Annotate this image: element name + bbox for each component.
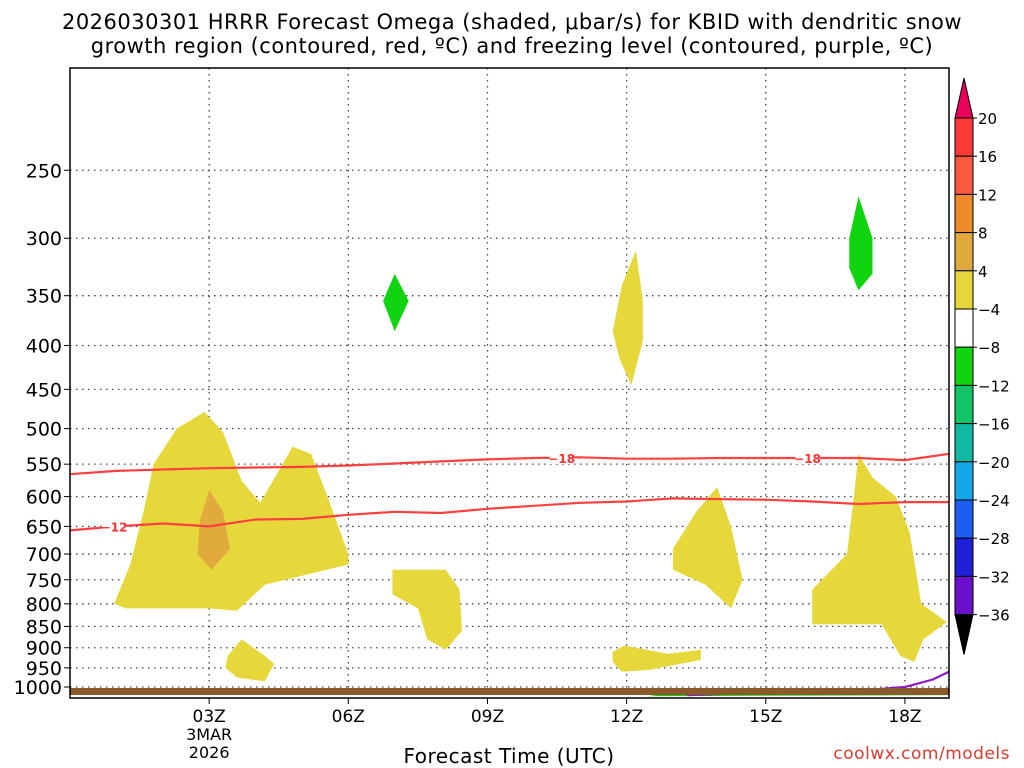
contour-label-bg	[795, 450, 820, 465]
chart-title-line-2: growth region (contoured, red, ºC) and f…	[90, 34, 934, 58]
y-tick-label: 600	[26, 487, 62, 509]
colorbar: 20 16 12 8 4 −4 −8 −12 −16 −20 −24 −28 −32 −36	[954, 77, 1010, 655]
omega-shading	[114, 196, 949, 697]
x-tick-label: 18Z	[888, 707, 921, 727]
colorbar-swatch	[954, 575, 974, 616]
colorbar-label: 8	[978, 225, 988, 243]
colorbar-swatch	[954, 537, 974, 577]
colorbar-swatch	[954, 461, 974, 501]
colorbar-label: 16	[978, 148, 997, 166]
y-tick-label: 300	[26, 228, 62, 250]
y-axis: 2503003504004505005506006507007508008509…	[14, 160, 70, 699]
colorbar-label: 4	[978, 263, 988, 281]
y-tick-label: 500	[26, 419, 62, 441]
y-tick-label: 250	[26, 160, 62, 182]
y-tick-label: 950	[26, 658, 62, 680]
y-tick-label: 650	[26, 516, 62, 538]
colorbar-swatch	[954, 232, 974, 272]
grid-lines	[70, 68, 949, 698]
y-tick-label: 400	[26, 335, 62, 357]
contour-label: −12	[101, 520, 128, 534]
colorbar-label: −36	[978, 607, 1010, 625]
chart-title-line-1: 2026030301 HRRR Forecast Omega (shaded, …	[61, 10, 963, 34]
x-tick-label: 03Z	[193, 707, 226, 727]
y-tick-label: 900	[26, 638, 62, 660]
colorbar-label: 12	[978, 186, 997, 204]
y-tick-label: 1000	[14, 677, 62, 699]
y-tick-label: 800	[26, 594, 62, 616]
omega-region	[612, 645, 701, 672]
x-tick-label: 12Z	[610, 707, 643, 727]
omega-region	[383, 273, 409, 332]
contour--12	[70, 497, 949, 532]
colorbar-swatch	[954, 384, 974, 425]
ground-surface	[70, 688, 949, 695]
y-tick-label: 350	[26, 286, 62, 308]
credit-link[interactable]: coolwx.com/models	[833, 744, 1010, 764]
contour-label-bg	[549, 450, 574, 465]
omega-region	[673, 487, 743, 609]
omega-region	[612, 250, 643, 386]
colorbar-swatch	[954, 117, 974, 157]
colorbar-swatch	[954, 270, 974, 310]
colorbar-swatch	[954, 423, 974, 463]
colorbar-swatch	[954, 155, 974, 195]
contour-label: −18	[794, 452, 821, 466]
x-tick-label: 15Z	[749, 707, 782, 727]
colorbar-swatch	[954, 308, 974, 348]
plot-frame	[69, 67, 950, 699]
x-tick-date-label: 2026	[189, 743, 230, 762]
colorbar-label: −12	[978, 377, 1010, 395]
x-tick-label: 09Z	[471, 707, 504, 727]
y-tick-label: 850	[26, 616, 62, 638]
colorbar-label: −32	[978, 568, 1010, 586]
omega-region	[849, 196, 873, 291]
x-tick-date-label: 3MAR	[186, 725, 232, 744]
y-tick-label: 450	[26, 379, 62, 401]
y-tick-label: 700	[26, 544, 62, 566]
colorbar-label: −24	[978, 492, 1010, 510]
contour-label-bg	[102, 518, 127, 533]
colorbar-label: −4	[978, 301, 1000, 319]
x-axis-label: Forecast Time (UTC)	[403, 744, 615, 768]
colorbar-label: −28	[978, 530, 1010, 548]
colorbar-swatch	[954, 499, 974, 539]
x-tick-label: 06Z	[332, 707, 365, 727]
colorbar-swatch	[954, 193, 974, 234]
colorbar-label: 20	[978, 110, 997, 128]
omega-region	[392, 569, 462, 650]
colorbar-label: −20	[978, 454, 1010, 472]
colorbar-label: −8	[978, 339, 1000, 357]
colorbar-label: −16	[978, 416, 1010, 434]
contour-label: −18	[548, 452, 575, 466]
contour-lines: −18 −18 −12	[70, 450, 949, 697]
y-tick-label: 550	[26, 454, 62, 476]
colorbar-bottom-arrow	[954, 614, 974, 655]
omega-region	[114, 411, 349, 611]
omega-region	[225, 639, 275, 682]
y-tick-label: 750	[26, 570, 62, 592]
omega-region	[812, 453, 947, 662]
omega-region	[197, 490, 230, 570]
colorbar-top-arrow	[954, 77, 974, 119]
colorbar-swatch	[954, 346, 974, 386]
